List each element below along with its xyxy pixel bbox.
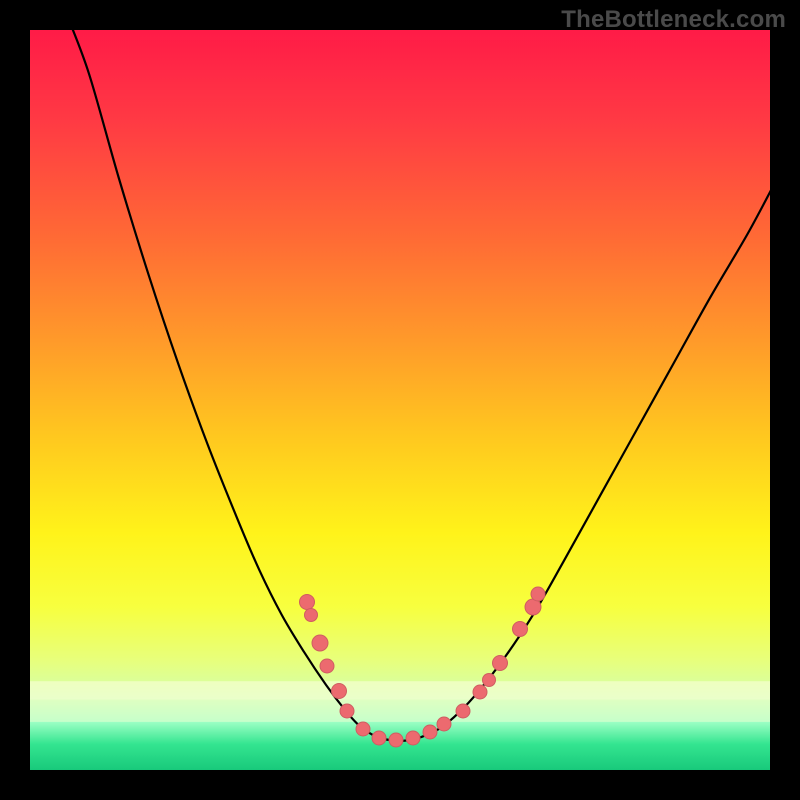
data-point-marker (406, 731, 421, 746)
data-point-marker (437, 717, 452, 732)
data-point-marker (312, 634, 329, 651)
data-point-marker (472, 685, 487, 700)
emphasis-bands (30, 681, 770, 722)
data-point-marker (304, 608, 318, 622)
data-point-marker (482, 673, 496, 687)
chart-frame: TheBottleneck.com (0, 0, 800, 800)
data-point-marker (356, 722, 371, 737)
plot-svg (30, 30, 770, 770)
data-point-marker (331, 683, 347, 699)
data-point-marker (340, 703, 355, 718)
data-point-marker (492, 655, 508, 671)
data-point-marker (455, 703, 470, 718)
background-rect (30, 30, 770, 770)
data-point-marker (389, 733, 404, 748)
data-point-marker (320, 659, 335, 674)
data-point-marker (422, 724, 437, 739)
data-point-marker (372, 731, 387, 746)
plot-area (30, 30, 770, 770)
data-point-marker (512, 621, 528, 637)
data-point-marker (531, 586, 546, 601)
